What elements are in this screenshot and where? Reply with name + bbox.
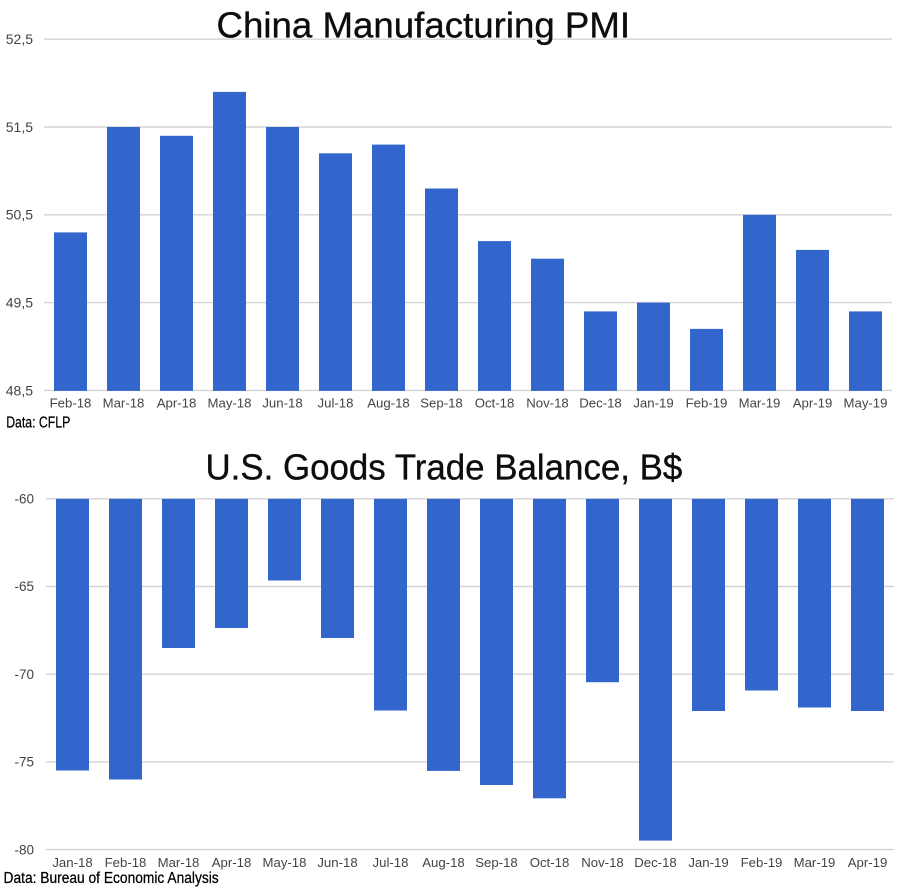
- svg-text:51,5: 51,5: [6, 119, 33, 135]
- svg-text:May-19: May-19: [844, 396, 888, 411]
- svg-text:Mar-19: Mar-19: [739, 396, 781, 411]
- svg-text:Feb-19: Feb-19: [741, 855, 783, 870]
- svg-text:Mar-18: Mar-18: [103, 396, 145, 411]
- svg-text:Data: Bureau of Economic Analy: Data: Bureau of Economic Analysis: [4, 870, 219, 887]
- svg-text:May-18: May-18: [208, 396, 252, 411]
- svg-text:Apr-18: Apr-18: [212, 855, 252, 870]
- svg-text:Sep-18: Sep-18: [475, 855, 518, 870]
- svg-text:Feb-18: Feb-18: [50, 396, 92, 411]
- svg-text:China Manufacturing PMI: China Manufacturing PMI: [217, 5, 631, 46]
- svg-text:Apr-19: Apr-19: [793, 396, 833, 411]
- svg-text:Feb-19: Feb-19: [686, 396, 728, 411]
- svg-text:Mar-19: Mar-19: [794, 855, 836, 870]
- svg-text:U.S. Goods Trade Balance, B$: U.S. Goods Trade Balance, B$: [206, 447, 683, 488]
- svg-text:May-18: May-18: [263, 855, 307, 870]
- svg-text:-70: -70: [14, 667, 34, 682]
- svg-text:Oct-18: Oct-18: [475, 396, 515, 411]
- svg-text:Jun-18: Jun-18: [317, 855, 357, 870]
- svg-text:Nov-18: Nov-18: [526, 396, 569, 411]
- svg-text:Apr-18: Apr-18: [157, 396, 197, 411]
- svg-text:-65: -65: [14, 579, 34, 594]
- svg-text:48,5: 48,5: [6, 382, 33, 398]
- svg-text:Nov-18: Nov-18: [581, 855, 624, 870]
- svg-text:Sep-18: Sep-18: [420, 396, 463, 411]
- svg-text:Data: CFLP: Data: CFLP: [6, 415, 70, 432]
- svg-text:Jul-18: Jul-18: [318, 396, 354, 411]
- svg-text:Mar-18: Mar-18: [158, 855, 200, 870]
- svg-text:-60: -60: [14, 492, 34, 507]
- svg-text:-75: -75: [14, 755, 34, 770]
- svg-text:Oct-18: Oct-18: [530, 855, 570, 870]
- svg-text:49,5: 49,5: [6, 295, 33, 311]
- svg-text:Dec-18: Dec-18: [634, 855, 677, 870]
- svg-text:Jun-18: Jun-18: [262, 396, 302, 411]
- svg-text:Jan-18: Jan-18: [52, 855, 92, 870]
- svg-text:Feb-18: Feb-18: [105, 855, 147, 870]
- svg-text:Dec-18: Dec-18: [579, 396, 622, 411]
- svg-text:Jan-19: Jan-19: [688, 855, 728, 870]
- svg-text:52,5: 52,5: [6, 31, 33, 47]
- svg-text:50,5: 50,5: [6, 207, 33, 223]
- svg-text:Aug-18: Aug-18: [367, 396, 410, 411]
- svg-text:Aug-18: Aug-18: [422, 855, 465, 870]
- svg-text:Apr-19: Apr-19: [848, 855, 888, 870]
- svg-text:-80: -80: [14, 842, 34, 857]
- svg-text:Jan-19: Jan-19: [633, 396, 673, 411]
- svg-text:Jul-18: Jul-18: [373, 855, 409, 870]
